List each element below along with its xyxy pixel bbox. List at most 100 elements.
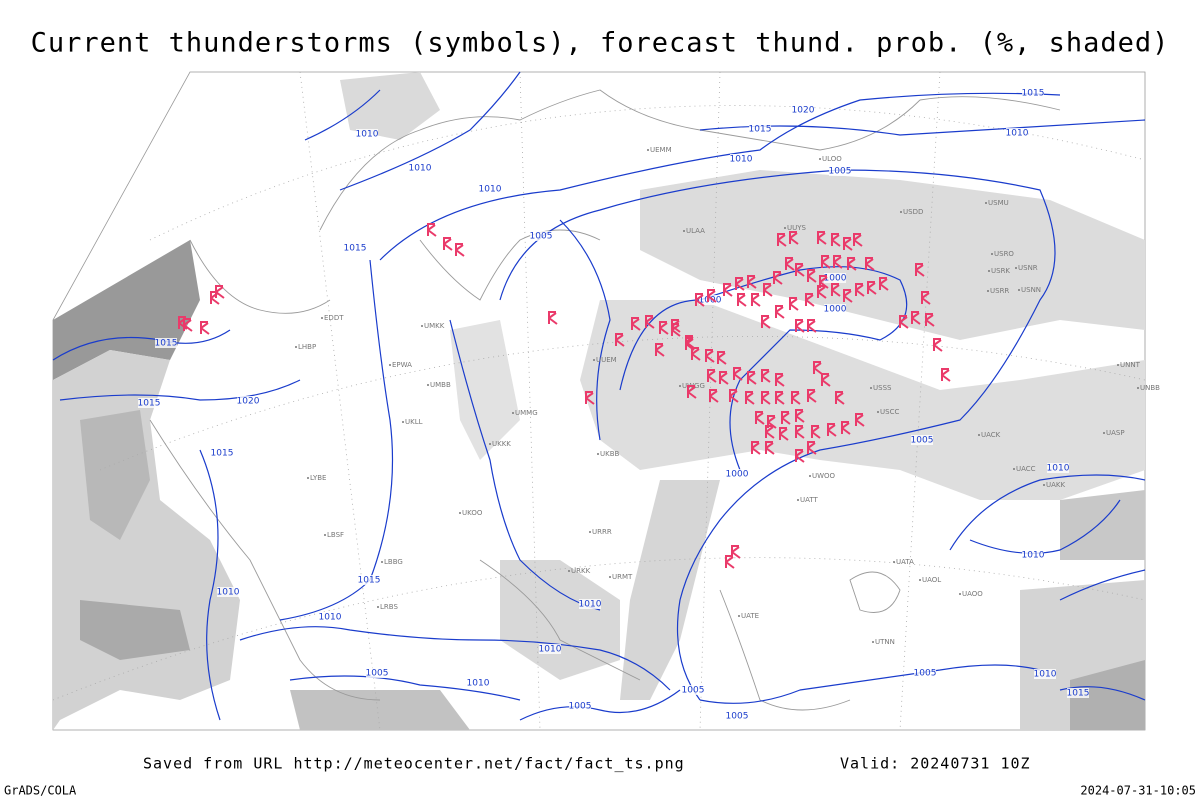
thunderstorm-symbol [813, 361, 823, 375]
thunderstorm-symbol [723, 283, 733, 297]
isobar-label: 1015 [749, 125, 772, 135]
thunderstorm-symbol [455, 243, 465, 257]
station-label: LYBE [310, 474, 326, 482]
thunderstorm-symbol [817, 285, 827, 299]
station-dot [1103, 432, 1105, 434]
station-dot [797, 499, 799, 501]
isobar-label: 1010 [1047, 464, 1070, 474]
isobar-label-bg [1022, 88, 1044, 98]
station-label: USCC [880, 408, 899, 416]
thunderstorm-symbol [789, 297, 799, 311]
station-label: UASP [1106, 429, 1125, 437]
isobar-label: 1005 [569, 702, 592, 712]
station-label: USSS [873, 384, 892, 392]
thunderstorm-symbol [735, 277, 745, 291]
map-area: 1010 1010 1010 1010 1015 1020 1015 1010 1005 1005… [52, 71, 1160, 731]
isobar-label: 1015 [1022, 89, 1045, 99]
isobar-label: 1020 [237, 397, 260, 407]
station-dot [568, 570, 570, 572]
thunderstorm-symbol [933, 338, 943, 352]
station-dot [427, 384, 429, 386]
station-dot [609, 576, 611, 578]
isobar-label-bg [138, 398, 160, 408]
isobar-label-bg [1047, 463, 1069, 473]
map-title: Current thunderstorms (symbols), forecas… [31, 28, 1170, 59]
station-label: UEMM [650, 146, 672, 154]
thunderstorm-symbol [729, 389, 739, 403]
isobar-label-bg [824, 304, 846, 314]
thunderstorm-symbol [785, 257, 795, 271]
station-label: UATA [896, 558, 914, 566]
valid-time: Valid: 20240731 10Z [840, 755, 1031, 773]
station-dot [900, 211, 902, 213]
software: GrADS/COLA [4, 784, 77, 798]
isobar-label: 1015 [358, 576, 381, 586]
isobar-label: 1000 [824, 274, 847, 284]
thunderstorm-symbol [747, 371, 757, 385]
thunderstorm-symbol [745, 391, 755, 405]
thunderstorm-symbol [717, 351, 727, 365]
thunderstorm-symbol [835, 391, 845, 405]
station-dot [683, 230, 685, 232]
station-label: ULOO [822, 155, 842, 163]
isobar-label-bg [699, 295, 721, 305]
isobar-label: 1010 [730, 155, 753, 165]
station-label: LBBG [384, 558, 403, 566]
station-dot [593, 359, 595, 361]
thunderstorm-symbol [879, 277, 889, 291]
station-dot [307, 477, 309, 479]
station-dot [1018, 289, 1020, 291]
station-dot [959, 593, 961, 595]
thunderstorm-symbol [807, 389, 817, 403]
thunderstorm-symbol [777, 233, 787, 247]
isobar-label-bg [319, 612, 341, 622]
station-label: UATT [800, 496, 819, 504]
isobar-label-bg [155, 338, 177, 348]
station-label: URMT [612, 573, 633, 581]
station-label: UNNT [1120, 361, 1141, 369]
station-dot [784, 227, 786, 229]
coastlines [149, 89, 1061, 711]
thunderstorm-symbol [843, 237, 853, 251]
station-label: UKBB [600, 450, 620, 458]
thunderstorm-symbol [765, 425, 775, 439]
isobar-label-bg [366, 668, 388, 678]
probability-shading [53, 72, 1145, 730]
thunderstorm-symbol [761, 369, 771, 383]
thunderstorm-symbol [443, 237, 453, 251]
isobar-label-bg [792, 105, 814, 115]
isobar-label: 1015 [211, 449, 234, 459]
thunderstorm-symbol [795, 425, 805, 439]
station-label: UKKK [492, 440, 511, 448]
station-label: EPWA [392, 361, 412, 369]
thunderstorm-symbol [807, 269, 817, 283]
station-dot [978, 434, 980, 436]
thunderstorm-symbol [899, 315, 909, 329]
station-dot [1015, 267, 1017, 269]
isobar-label: 1010 [479, 185, 502, 195]
thunderstorm-symbol [747, 275, 757, 289]
station-label: UKLL [405, 418, 423, 426]
station-label: URRR [592, 528, 612, 536]
isobar-label-bg [409, 163, 431, 173]
isobar-label: 1005 [682, 686, 705, 696]
station-dot [985, 202, 987, 204]
station-label: UACC [1016, 465, 1036, 473]
isobar-label-bg [911, 435, 933, 445]
thunderstorm-symbol [655, 343, 665, 357]
isobar-label: 1005 [829, 167, 852, 177]
isobar-label-bg [467, 678, 489, 688]
station-dot [870, 387, 872, 389]
station-label: LRBS [380, 603, 398, 611]
isobar-label: 1010 [217, 588, 240, 598]
station-label: USRO [994, 250, 1014, 258]
thunderstorm-symbol [615, 333, 625, 347]
thunderstorm-symbol [781, 411, 791, 425]
station-label: UMKK [424, 322, 445, 330]
station-label: USNN [1021, 286, 1041, 294]
thunderstorm-symbol [775, 373, 785, 387]
thunderstorm-symbol [200, 321, 210, 335]
thunderstorm-symbol [921, 291, 931, 305]
thunderstorm-symbol [707, 369, 717, 383]
